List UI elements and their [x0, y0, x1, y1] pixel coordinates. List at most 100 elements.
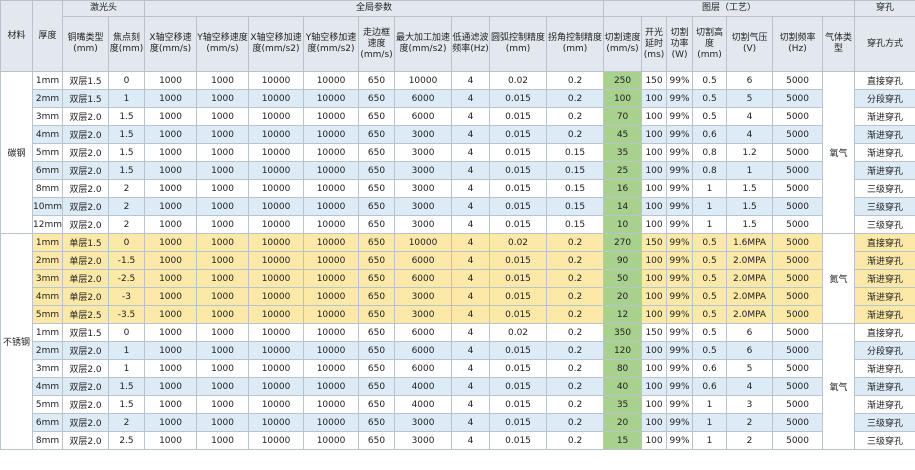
data-row: 6mm 双层2.0 1.5 1000 1000 10000 10000 650 3000 4 0.0… [1, 161, 915, 180]
cell: 1mm [32, 71, 63, 90]
data-row: 4mm 双层2.0 1.5 1000 1000 10000 10000 650 3000 4 0.0… [1, 125, 915, 144]
data-row: 3mm 单层2.0 -2.5 1000 1000 10000 10000 650 6000 4 0.… [1, 269, 915, 288]
cell: 2mm [32, 251, 63, 270]
cell: 25 [603, 161, 643, 180]
data-row: 4mm 单层2.0 -3 1000 1000 10000 10000 650 3000 4 0.01… [1, 287, 915, 306]
cell: 双层2.0 [62, 143, 109, 162]
data-row: 12mm 双层2.0 2 1000 1000 10000 10000 650 3000 4 0.01… [1, 215, 915, 234]
cell: 4 [726, 125, 774, 144]
cell: 0.5 [692, 323, 728, 342]
cell: 0.5 [692, 71, 728, 90]
cell: 1000 [196, 233, 250, 252]
cell: 4 [451, 395, 491, 414]
cell: 2 [107, 413, 146, 432]
cell: 2 [107, 215, 146, 234]
cell: 4 [451, 251, 491, 270]
cell: 99% [666, 413, 694, 432]
column-header: 切割速度(mm/s) [603, 16, 643, 72]
cell: 0.015 [489, 89, 548, 108]
cell: 0.015 [489, 305, 548, 324]
cell: 1.5 [726, 197, 774, 216]
cell: 10000 [248, 179, 305, 198]
cell: 1000 [144, 377, 198, 396]
cell: 0.15 [546, 197, 605, 216]
cell: 三级穿孔 [854, 413, 915, 432]
cell: 3000 [394, 431, 453, 450]
cell: 650 [358, 395, 396, 414]
cell: 1000 [196, 251, 250, 270]
cell: 直接穿孔 [854, 71, 915, 90]
cell: 1mm [32, 233, 63, 252]
cell: 10000 [248, 413, 305, 432]
cell: 0.015 [489, 269, 548, 288]
cell: 4mm [32, 125, 63, 144]
cell: 0.015 [489, 395, 548, 414]
cell: 0.5 [692, 233, 728, 252]
cell: 10000 [303, 233, 360, 252]
cell: 10000 [303, 215, 360, 234]
cell: 1000 [196, 107, 250, 126]
cell: 0.6 [692, 125, 728, 144]
cell: 5000 [772, 71, 824, 90]
column-header: 焦点刻度(mm) [107, 16, 146, 72]
cell: 6000 [394, 89, 453, 108]
cell: 1.5 [107, 125, 146, 144]
cell: 双层2.0 [62, 125, 109, 144]
cell: 4 [451, 89, 491, 108]
cell: 5000 [772, 341, 824, 360]
cell: 三级穿孔 [854, 179, 915, 198]
cell: 100 [641, 413, 668, 432]
cell: 3000 [394, 215, 453, 234]
cell: 99% [666, 161, 694, 180]
column-header: X轴空移速度(mm/s) [144, 16, 198, 72]
cell: 100 [641, 359, 668, 378]
cell: 直接穿孔 [854, 323, 915, 342]
cell: 4 [451, 323, 491, 342]
cell: 分段穿孔 [854, 89, 915, 108]
cell: 10 [603, 215, 643, 234]
data-row: 5mm 双层2.0 1.5 1000 1000 10000 10000 650 3000 4 0.0… [1, 143, 915, 162]
cell: 10000 [248, 305, 305, 324]
cell: 10000 [303, 431, 360, 450]
cell: 650 [358, 377, 396, 396]
cell: 双层2.0 [62, 359, 109, 378]
cell: 100 [641, 179, 668, 198]
cell: 10000 [303, 287, 360, 306]
column-header: 穿孔方式 [854, 16, 915, 72]
cell: 0.015 [489, 359, 548, 378]
cell: 渐进穿孔 [854, 269, 915, 288]
cell: 10000 [303, 197, 360, 216]
cell: 650 [358, 287, 396, 306]
cell: 3000 [394, 143, 453, 162]
cell: 1 [107, 341, 146, 360]
cell: -3.5 [107, 305, 146, 324]
cell: 12 [603, 305, 643, 324]
cell: 650 [358, 89, 396, 108]
header-cell: 材料 [0, 0, 33, 72]
cell: 5000 [772, 161, 824, 180]
cell: 10000 [303, 251, 360, 270]
cell: 1 [107, 89, 146, 108]
cell: 4 [451, 287, 491, 306]
cell: 4 [451, 305, 491, 324]
column-header: Y轴空移加速度(mm/s2) [303, 16, 360, 72]
group-header: 穿孔 [854, 0, 915, 17]
cell: 0.5 [692, 287, 728, 306]
cell: 99% [666, 215, 694, 234]
cell: 10000 [303, 413, 360, 432]
cell: 4000 [394, 395, 453, 414]
cell: 1 [692, 179, 728, 198]
cell: 5000 [772, 377, 824, 396]
cell: 3 [726, 395, 774, 414]
cell: 5000 [772, 305, 824, 324]
cell: 6000 [394, 251, 453, 270]
cell: 0.015 [489, 125, 548, 144]
cell: 40 [603, 377, 643, 396]
cell: 渐进穿孔 [854, 305, 915, 324]
cell: 6mm [32, 413, 63, 432]
cell: 1000 [144, 71, 198, 90]
cell: 6000 [394, 359, 453, 378]
cell: 10000 [248, 323, 305, 342]
cell: 650 [358, 107, 396, 126]
cell: 5mm [32, 395, 63, 414]
